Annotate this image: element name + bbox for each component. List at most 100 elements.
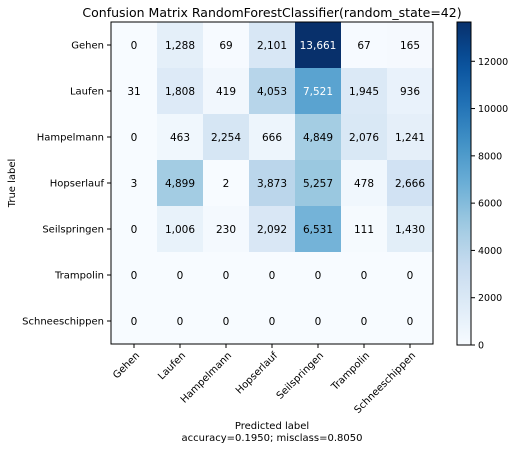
colorbar-tick-label: 12000 — [478, 57, 508, 68]
y-tick-label: Schneeschippen — [22, 317, 104, 328]
heatmap-cell — [203, 160, 250, 207]
heatmap-cell — [157, 22, 204, 69]
y-tick-label: Laufen — [70, 87, 104, 98]
cell-value-label: 1,288 — [165, 40, 195, 52]
cell-value-label: 0 — [131, 224, 138, 236]
cell-value-label: 0 — [407, 316, 414, 328]
cell-value-label: 67 — [357, 40, 370, 52]
heatmap-cell — [111, 252, 158, 299]
colorbar-tick-label: 4000 — [478, 246, 502, 257]
cell-value-label: 1,241 — [395, 132, 425, 144]
cell-value-label: 13,661 — [300, 40, 337, 52]
heatmap-cell — [387, 252, 434, 299]
colorbar-tick-label: 10000 — [478, 104, 508, 115]
heatmap-cell — [249, 114, 296, 161]
heatmap-cell — [249, 22, 296, 69]
heatmap-cell — [111, 160, 158, 207]
heatmap-cell — [157, 298, 204, 345]
cell-value-label: 165 — [400, 40, 420, 52]
cell-value-label: 5,257 — [303, 178, 333, 190]
heatmap-cell — [295, 298, 342, 345]
x-tick-label: Trampolin — [329, 350, 372, 393]
cell-value-label: 0 — [315, 270, 322, 282]
cell-value-label: 0 — [223, 316, 230, 328]
cell-value-label: 1,430 — [395, 224, 425, 236]
heatmap-cell — [341, 22, 388, 69]
cell-value-label: 7,521 — [303, 86, 333, 98]
y-axis-ticks: Gehen Laufen Hampelmann Hopserlauf Seilsprin… — [22, 41, 111, 328]
heatmap-cell — [295, 22, 342, 69]
heatmap-cell — [203, 114, 250, 161]
heatmap-cells — [111, 22, 434, 345]
heatmap-cell — [387, 160, 434, 207]
cell-value-label: 3 — [131, 178, 138, 190]
heatmap-cell — [341, 68, 388, 115]
heatmap-cell — [203, 298, 250, 345]
heatmap-cell — [295, 206, 342, 253]
heatmap-cell — [295, 68, 342, 115]
heatmap-cell — [341, 298, 388, 345]
heatmap-cell-labels: 0 1,288 69 2,101 13,661 67 165 31 1,808 419 4,053 7… — [127, 40, 425, 328]
heatmap-cell — [203, 206, 250, 253]
cell-value-label: 0 — [131, 40, 138, 52]
cell-value-label: 111 — [354, 224, 374, 236]
heatmap-cell — [295, 160, 342, 207]
cell-value-label: 1,808 — [165, 86, 195, 98]
accuracy-misclass-label: accuracy=0.1950; misclass=0.8050 — [182, 433, 363, 444]
cell-value-label: 0 — [269, 270, 276, 282]
heatmap-cell — [203, 252, 250, 299]
cell-value-label: 69 — [219, 40, 232, 52]
cell-value-label: 4,053 — [257, 86, 287, 98]
heatmap-cell — [295, 252, 342, 299]
heatmap-cell — [341, 160, 388, 207]
heatmap-cell — [387, 206, 434, 253]
cell-value-label: 0 — [223, 270, 230, 282]
y-tick-label: Hopserlauf — [50, 179, 105, 190]
cell-value-label: 31 — [127, 86, 140, 98]
cell-value-label: 0 — [407, 270, 414, 282]
cell-value-label: 2,254 — [211, 132, 241, 144]
heatmap-cell — [111, 68, 158, 115]
heatmap-cell — [249, 160, 296, 207]
heatmap-cell — [157, 68, 204, 115]
heatmap-cell — [157, 206, 204, 253]
cell-value-label: 1,006 — [165, 224, 195, 236]
colorbar: 0 2000 4000 6000 8000 10000 12000 — [456, 21, 508, 352]
cell-value-label: 2,101 — [257, 40, 287, 52]
cell-value-label: 4,899 — [165, 178, 195, 190]
cell-value-label: 2 — [223, 178, 230, 190]
cell-value-label: 0 — [315, 316, 322, 328]
cell-value-label: 2,076 — [349, 132, 379, 144]
heatmap-cell — [249, 68, 296, 115]
heatmap-cell — [157, 160, 204, 207]
cell-value-label: 0 — [177, 270, 184, 282]
cell-value-label: 0 — [177, 316, 184, 328]
x-tick-label: Laufen — [156, 350, 188, 382]
colorbar-tick-label: 8000 — [478, 151, 502, 162]
cell-value-label: 0 — [361, 316, 368, 328]
cell-value-label: 6,531 — [303, 224, 333, 236]
y-tick-label: Seilspringen — [42, 225, 104, 236]
heatmap-cell — [111, 206, 158, 253]
cell-value-label: 0 — [131, 270, 138, 282]
cell-value-label: 2,092 — [257, 224, 287, 236]
y-tick-label: Hampelmann — [37, 133, 104, 144]
x-tick-label: Gehen — [111, 350, 142, 381]
cell-value-label: 0 — [361, 270, 368, 282]
heatmap-cell — [387, 68, 434, 115]
cell-value-label: 230 — [216, 224, 236, 236]
cell-value-label: 936 — [400, 86, 420, 98]
x-axis-label: Predicted label — [235, 421, 309, 432]
heatmap-cell — [111, 298, 158, 345]
cell-value-label: 3,873 — [257, 178, 287, 190]
heatmap-cell — [387, 298, 434, 345]
colorbar-tick-label: 2000 — [478, 293, 502, 304]
heatmap-cell — [341, 252, 388, 299]
y-axis-label: True label — [7, 159, 18, 209]
heatmap-cell — [203, 68, 250, 115]
cell-value-label: 478 — [354, 178, 374, 190]
heatmap-cell — [341, 206, 388, 253]
cell-value-label: 0 — [131, 316, 138, 328]
